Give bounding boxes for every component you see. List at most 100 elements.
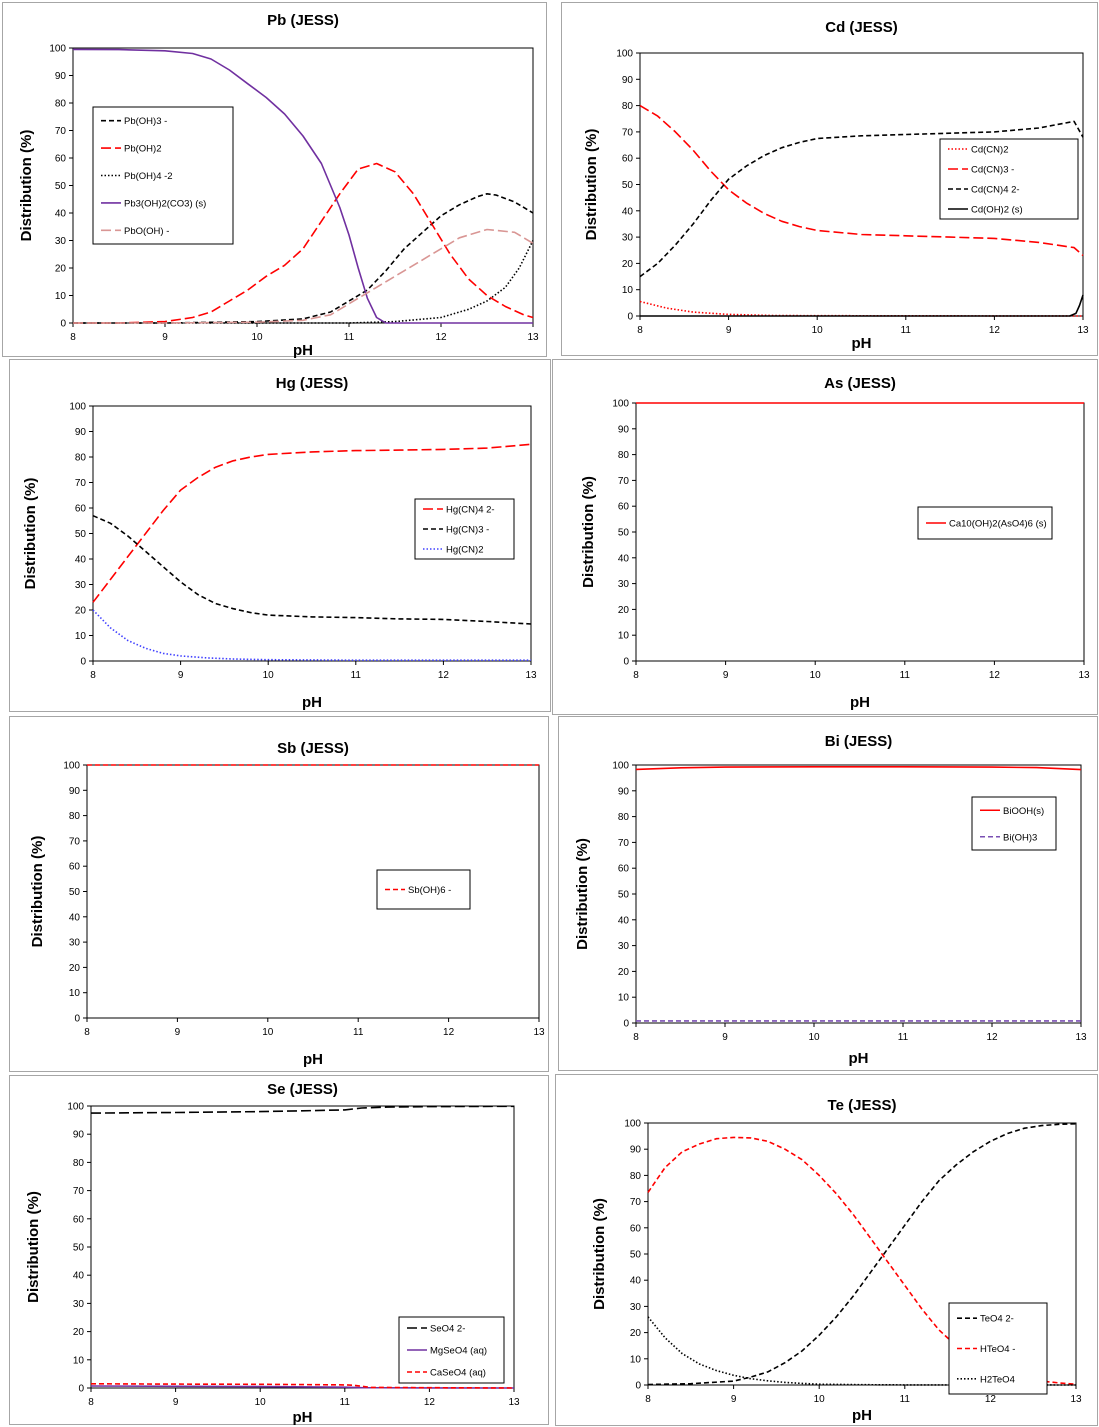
x-tick-label: 10 <box>810 670 822 681</box>
y-tick-label: 30 <box>622 233 634 244</box>
y-tick-label: 10 <box>618 631 630 642</box>
y-tick-label: 10 <box>69 988 81 999</box>
x-tick-label: 8 <box>84 1027 90 1038</box>
chart-as: 0 10 20 30 40 50 60 70 80 90 100 8 9 10 11 12 13 As (JESS… <box>580 375 1090 711</box>
chart-legend: Sb(OH)6 - <box>376 869 471 910</box>
chart-legend: Ca10(OH)2(AsO4)6 (s) <box>917 506 1053 540</box>
x-tick-label: 13 <box>1075 1032 1087 1043</box>
legend-label-1: Sb(OH)6 - <box>408 885 451 896</box>
series-line-4 <box>72 48 533 324</box>
x-tick-label: 11 <box>900 1394 911 1405</box>
y-tick-label: 0 <box>623 1019 629 1030</box>
y-tick-label: 30 <box>55 236 67 247</box>
x-tick-label: 11 <box>900 670 911 681</box>
x-tick-label: 12 <box>985 1394 997 1405</box>
legend-label-2: HTeO4 - <box>980 1344 1015 1355</box>
y-tick-label: 60 <box>618 864 630 875</box>
y-axis-label: Distribution (%) <box>18 130 35 242</box>
y-tick-label: 50 <box>622 180 634 191</box>
legend-box <box>939 138 1079 220</box>
x-tick-label: 13 <box>525 670 537 681</box>
y-tick-label: 80 <box>618 812 630 823</box>
y-tick-label: 0 <box>623 657 629 668</box>
chart-se: 0 10 20 30 40 50 60 70 80 90 100 8 9 10 11 12 13 Se (JESS… <box>25 1081 520 1426</box>
x-axis-label: pH <box>849 1050 869 1067</box>
y-tick-label: 70 <box>630 1197 642 1208</box>
chart-panel-cd: 0 10 20 30 40 50 60 70 80 90 100 8 9 10 11 12 13 Cd (JESS… <box>561 2 1098 356</box>
x-axis-label: pH <box>293 342 313 358</box>
y-tick-label: 90 <box>69 786 81 797</box>
chart-te: 0 10 20 30 40 50 60 70 80 90 100 8 9 10 11 12 13 Te (JESS… <box>591 1097 1082 1424</box>
x-tick-label: 11 <box>898 1032 909 1043</box>
x-tick-label: 11 <box>344 332 355 343</box>
x-tick-label: 9 <box>723 670 729 681</box>
y-tick-label: 0 <box>627 312 633 323</box>
y-tick-label: 20 <box>55 264 67 275</box>
legend-label-3: CaSeO4 (aq) <box>430 1368 486 1379</box>
y-tick-label: 80 <box>55 99 67 110</box>
legend-box <box>376 869 471 910</box>
x-tick-label: 11 <box>351 670 362 681</box>
y-tick-label: 90 <box>618 786 630 797</box>
x-tick-label: 13 <box>1070 1394 1082 1405</box>
x-tick-label: 10 <box>812 325 824 336</box>
x-tick-label: 9 <box>173 1397 179 1408</box>
legend-label-3: Cd(CN)4 2- <box>971 185 1020 196</box>
y-tick-label: 20 <box>73 1327 85 1338</box>
series-line-3 <box>92 609 531 662</box>
y-tick-label: 50 <box>618 528 630 539</box>
series-line-3 <box>639 120 1084 278</box>
y-tick-label: 20 <box>75 606 87 617</box>
legend-label-4: Pb3(OH)2(CO3) (s) <box>124 198 206 209</box>
x-axis-label: pH <box>850 694 870 711</box>
legend-label-1: Cd(CN)2 <box>971 145 1008 156</box>
x-tick-label: 13 <box>533 1027 545 1038</box>
x-axis-label: pH <box>293 1409 313 1426</box>
y-tick-label: 20 <box>622 259 634 270</box>
series-line-3 <box>90 1382 515 1389</box>
chart-title: Pb (JESS) <box>267 12 339 29</box>
y-tick-label: 60 <box>73 1214 85 1225</box>
x-tick-label: 11 <box>340 1397 351 1408</box>
x-tick-label: 8 <box>90 670 96 681</box>
y-tick-label: 80 <box>75 453 87 464</box>
chart-title: Sb (JESS) <box>277 740 349 757</box>
x-tick-label: 10 <box>251 332 263 343</box>
y-tick-label: 10 <box>618 993 630 1004</box>
y-axis-label: Distribution (%) <box>580 476 597 588</box>
y-tick-label: 90 <box>73 1130 85 1141</box>
y-tick-label: 90 <box>75 427 87 438</box>
series-line-1 <box>92 443 532 603</box>
y-tick-label: 0 <box>78 1384 84 1395</box>
y-tick-label: 100 <box>616 49 633 60</box>
y-tick-label: 80 <box>618 450 630 461</box>
y-tick-label: 50 <box>55 181 67 192</box>
chart-sb: 0 10 20 30 40 50 60 70 80 90 100 8 9 10 11 12 13 Sb (JESS… <box>29 740 545 1068</box>
legend-label-1: BiOOH(s) <box>1003 806 1044 817</box>
y-tick-label: 0 <box>74 1014 80 1025</box>
chart-title: Bi (JESS) <box>825 733 893 750</box>
chart-title: Cd (JESS) <box>825 19 898 36</box>
x-axis-label: pH <box>852 335 872 352</box>
chart-panel-bi: 0 10 20 30 40 50 60 70 80 90 100 8 9 10 11 12 13 Bi (JESS… <box>558 716 1098 1071</box>
x-tick-label: 9 <box>726 325 732 336</box>
y-axis-label: Distribution (%) <box>22 478 39 590</box>
x-tick-label: 12 <box>438 670 450 681</box>
x-tick-label: 10 <box>808 1032 820 1043</box>
x-tick-label: 13 <box>1078 670 1090 681</box>
y-tick-label: 80 <box>622 101 634 112</box>
legend-label-3: Hg(CN)2 <box>446 545 483 556</box>
y-tick-label: 20 <box>630 1328 642 1339</box>
x-tick-label: 13 <box>1077 325 1089 336</box>
chart-title: Se (JESS) <box>267 1081 338 1098</box>
y-tick-label: 50 <box>75 529 87 540</box>
series-line-2 <box>73 162 534 324</box>
y-tick-label: 0 <box>80 657 86 668</box>
x-tick-label: 11 <box>353 1027 364 1038</box>
y-tick-label: 60 <box>618 502 630 513</box>
y-tick-label: 10 <box>622 285 634 296</box>
y-axis-label: Distribution (%) <box>591 1198 608 1310</box>
y-tick-label: 90 <box>630 1145 642 1156</box>
y-tick-label: 70 <box>75 478 87 489</box>
x-tick-label: 13 <box>527 332 539 343</box>
